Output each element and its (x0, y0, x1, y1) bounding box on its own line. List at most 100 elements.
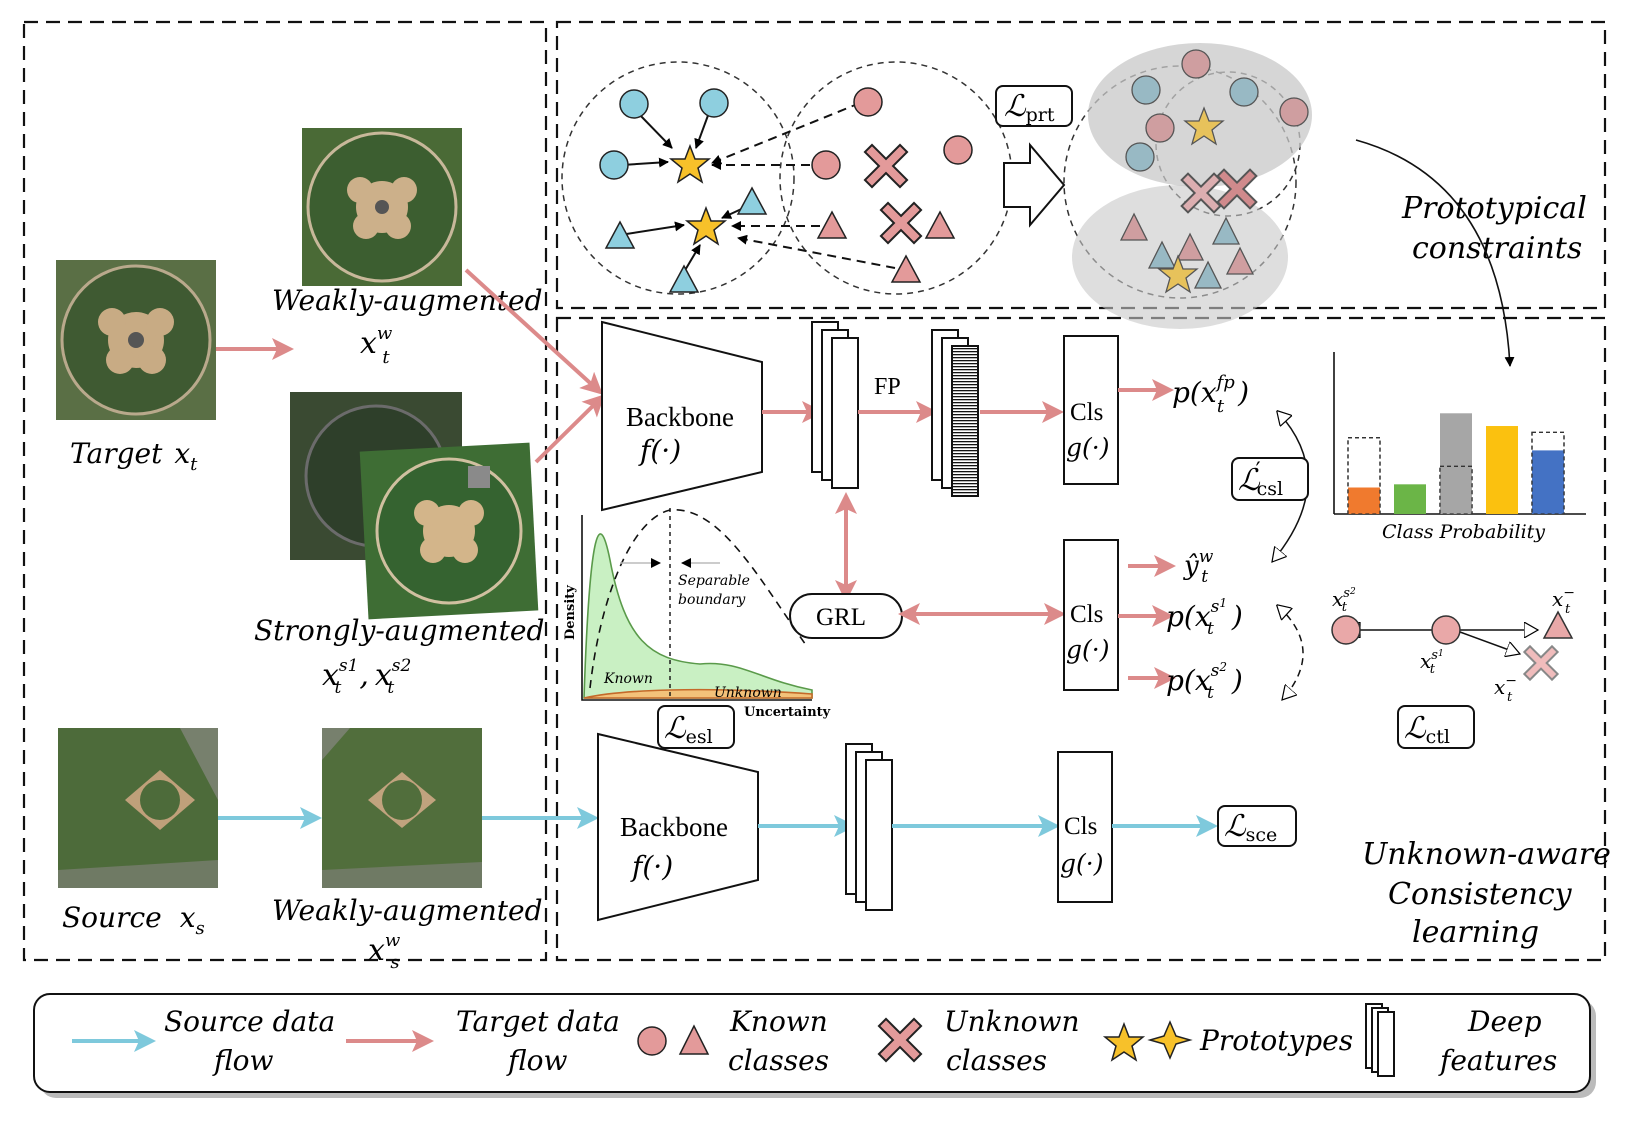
prototypical-constraints-line2: constraints (1412, 231, 1582, 266)
consistency-panel-frame (555, 316, 1607, 962)
deep-features-upper (811, 321, 859, 489)
loss-csl: ℒ′ csl (1238, 459, 1283, 500)
unknown-aware-line1: Unknown-aware (1362, 837, 1611, 872)
cls-fp (1063, 335, 1119, 485)
unknown-aware-line2: Consistency (1388, 877, 1573, 912)
cls-strong (1063, 539, 1119, 691)
target-image (56, 260, 216, 420)
uncertainty-label: Uncertainty (744, 705, 831, 720)
loss-ctl: ℒctl (1404, 711, 1450, 748)
result-stars (1157, 106, 1225, 294)
known-blue-triangles (604, 186, 768, 293)
result-circle-outer (1063, 65, 1297, 299)
known-blue-circles (599, 88, 729, 180)
target-image-label: Target xt (70, 437, 198, 475)
legend-unknown-cross-icon (877, 1017, 923, 1063)
legend-source-line2: flow (212, 1044, 274, 1077)
cluster-circle-left (561, 61, 795, 295)
cls-strong-fn: g(·) (1066, 635, 1109, 664)
weak-target-to-backbone-arrow (464, 268, 603, 395)
backbone-upper-label: Backbone (626, 402, 734, 432)
separable-line1: Separable (678, 573, 750, 589)
unknown-crosses (863, 143, 923, 245)
result-points (1119, 49, 1309, 289)
backbone-lower (597, 732, 759, 922)
loss-prt-box (995, 85, 1073, 127)
prototype-stars (668, 143, 728, 246)
grl-label: GRL (816, 604, 866, 631)
weak-source-image (322, 728, 482, 888)
legend-box (33, 993, 1591, 1093)
prototypical-constraints-line1: Prototypical (1401, 191, 1587, 226)
ctl-bot: x− t (1494, 673, 1517, 705)
unknown-aware-line3: learning (1412, 915, 1539, 950)
deep-features-lower (845, 743, 893, 911)
loss-sce: ℒsce (1224, 809, 1277, 846)
backbone-upper (601, 320, 763, 512)
strong-target-to-backbone-arrow (534, 394, 605, 464)
bar-4 (1532, 450, 1564, 514)
attract-lines (619, 109, 751, 273)
loss-esl: ℒesl (664, 711, 713, 748)
p-out-s1: p(xs1 t) (1166, 596, 1243, 639)
legend-known-circle-icon (637, 1026, 667, 1056)
legend-deep-line1: Deep (1467, 1005, 1542, 1038)
separable-line2: boundary (678, 592, 746, 608)
unknown-label: Unknown (714, 685, 782, 701)
strong-vars: xs1 t, xs2 t (322, 656, 411, 698)
legend-target-line2: flow (506, 1044, 568, 1077)
legend-unknown-line1: Unknown (944, 1005, 1080, 1038)
loss-sce-box (1217, 805, 1297, 847)
legend-known-line2: classes (728, 1044, 829, 1077)
weak-target-var: xw t (360, 323, 393, 368)
source-image (58, 728, 218, 888)
backbone-lower-fn: f(·) (630, 850, 673, 883)
weak-target-image (302, 128, 462, 286)
legend-known-triangle-icon (678, 1024, 710, 1055)
cls-lower-label: Cls (1064, 813, 1097, 840)
s1-s2-curve (1278, 606, 1304, 700)
class-probability-label: Class Probability (1382, 521, 1545, 543)
cls-fp-fn: g(·) (1066, 433, 1109, 462)
cls-fp-label: Cls (1070, 399, 1103, 426)
ctl-top-left: xs2 t (1332, 586, 1356, 615)
bar-0 (1348, 487, 1380, 514)
ctl-top-right: x− t (1552, 585, 1575, 617)
known-label: Known (603, 671, 653, 687)
loss-esl-box (657, 705, 735, 749)
legend-source-line1: Source data (164, 1005, 335, 1038)
strong-target-image (290, 392, 539, 620)
loss-prt: ℒprt (1004, 89, 1055, 126)
pull-lines (711, 102, 896, 269)
bar-2 (1440, 413, 1472, 514)
cls-strong-label: Cls (1070, 601, 1103, 628)
bar-3 (1486, 426, 1518, 514)
bar-dashed-outline-2 (1439, 465, 1473, 515)
class-probability-chart (1333, 352, 1586, 515)
result-unknown (1180, 168, 1258, 214)
ctl-mid: xs1 t (1420, 648, 1444, 677)
density-label: Density (563, 585, 578, 640)
backbone-lower-label: Backbone (620, 812, 728, 842)
weak-source-var: xw s (368, 930, 401, 973)
prototype-panel-frame (555, 20, 1607, 310)
legend-deep-line2: features (1438, 1044, 1557, 1077)
perturbed-features (931, 329, 979, 497)
p-out-s2: p(xs2 t) (1166, 660, 1243, 703)
legend-prototypes: Prototypes (1199, 1024, 1353, 1057)
left-panel-frame (22, 20, 548, 962)
bar-dashed-outline-4 (1531, 431, 1565, 515)
known-red-triangles (816, 210, 956, 283)
density-plot (581, 508, 813, 701)
loss-ctl-box (1397, 705, 1475, 749)
known-red-circles (811, 87, 973, 180)
legend-deep-features-icon (1365, 1003, 1395, 1077)
contrastive-graph (1331, 610, 1574, 682)
loss-csl-box (1231, 457, 1309, 501)
cls-lower (1057, 751, 1113, 903)
transform-arrow (1003, 142, 1066, 228)
bar-dashed-outline-0 (1347, 437, 1381, 515)
bar-1 (1394, 484, 1426, 514)
source-image-label: Source xs (62, 901, 205, 939)
